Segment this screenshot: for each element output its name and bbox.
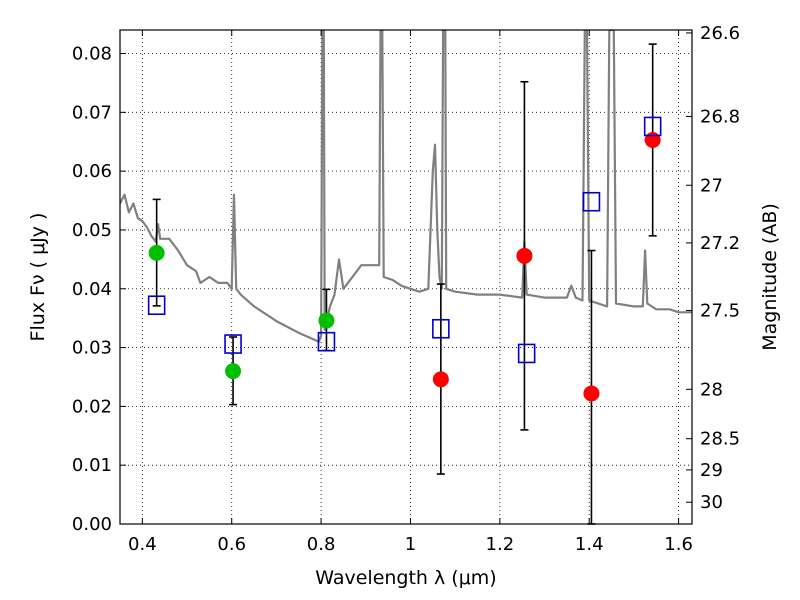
y-tick-label: 0.00 bbox=[72, 514, 112, 535]
x-axis-ticks: 0.4 0.6 0.8 1 1.2 1.4 1.6 bbox=[128, 30, 693, 555]
right-tick-label: 27 bbox=[700, 175, 723, 196]
x-tick-label: 0.4 bbox=[128, 534, 157, 555]
right-tick-label: 30 bbox=[700, 492, 723, 513]
green-data-point bbox=[148, 244, 165, 261]
right-axis-ticks: 26.6 26.8 27 27.2 27.5 28 28.5 29 30 bbox=[686, 23, 740, 513]
x-tick-label: 1 bbox=[405, 534, 416, 555]
y-tick-label: 0.07 bbox=[72, 102, 112, 123]
green-data-point bbox=[318, 312, 335, 329]
red-data-point bbox=[516, 247, 533, 264]
model-photometry-square bbox=[147, 295, 166, 316]
model-spectrum-line bbox=[120, 30, 692, 343]
y-tick-label: 0.04 bbox=[72, 279, 112, 300]
plot-frame bbox=[119, 29, 693, 525]
model-photometry-square bbox=[224, 334, 242, 354]
right-tick-label: 27.2 bbox=[700, 233, 740, 254]
y-tick-label: 0.08 bbox=[72, 44, 112, 65]
x-tick-label: 1.6 bbox=[664, 534, 693, 555]
marker-layer bbox=[147, 116, 662, 402]
grid-lines bbox=[120, 30, 692, 524]
model-photometry-square bbox=[582, 191, 601, 212]
red-data-point bbox=[644, 131, 661, 148]
right-tick-label: 29 bbox=[700, 460, 723, 481]
red-data-point bbox=[432, 371, 449, 388]
model-photometry-square bbox=[317, 331, 336, 352]
x-tick-label: 1.4 bbox=[575, 534, 604, 555]
y-tick-label: 0.01 bbox=[72, 455, 112, 476]
right-tick-label: 28 bbox=[700, 379, 723, 400]
x-tick-label: 0.6 bbox=[217, 534, 246, 555]
right-tick-label: 27.5 bbox=[700, 301, 740, 322]
y-tick-label: 0.02 bbox=[72, 396, 112, 417]
x-tick-label: 0.8 bbox=[307, 534, 336, 555]
model-photometry-square bbox=[432, 318, 450, 339]
y-axis-ticks: 0.00 0.01 0.02 0.03 0.04 0.05 0.06 0.07 0.08 bbox=[72, 44, 126, 535]
right-tick-label: 28.5 bbox=[700, 429, 740, 450]
y-axis-title: Flux Fν ( μJy ) bbox=[27, 213, 49, 342]
red-data-point bbox=[583, 385, 600, 402]
y-tick-label: 0.05 bbox=[72, 220, 112, 241]
right-axis-title: Magnitude (AB) bbox=[759, 203, 781, 351]
y-tick-label: 0.03 bbox=[72, 338, 112, 359]
model-photometry-square bbox=[643, 116, 662, 137]
x-tick-label: 1.2 bbox=[486, 534, 515, 555]
model-photometry-square bbox=[517, 343, 536, 364]
spectrum-layer bbox=[120, 30, 692, 343]
right-tick-label: 26.8 bbox=[700, 106, 740, 127]
x-axis-title: Wavelength λ (μm) bbox=[315, 567, 496, 589]
green-data-point bbox=[225, 363, 242, 380]
y-tick-label: 0.06 bbox=[72, 161, 112, 182]
right-tick-label: 26.6 bbox=[700, 23, 740, 44]
